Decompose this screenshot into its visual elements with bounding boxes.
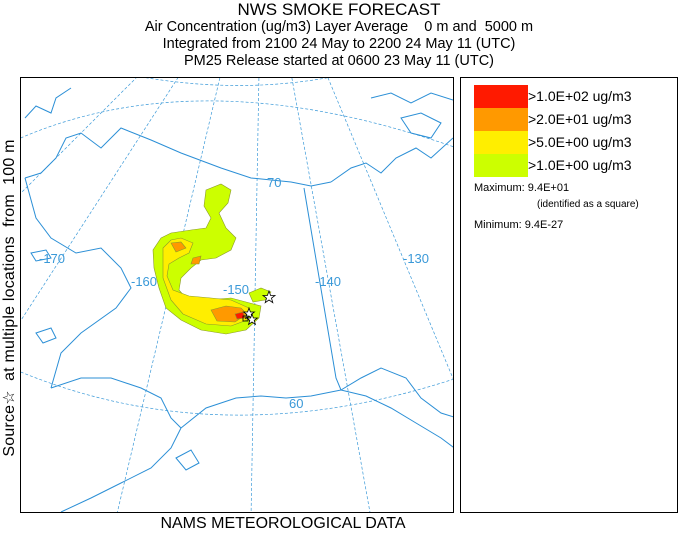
legend-swatch-5e0 — [474, 131, 528, 154]
subtitle-concentration: Air Concentration (ug/m3) Layer Average … — [144, 19, 534, 35]
lat-line-60 — [21, 371, 453, 416]
subtitle-release: PM25 Release started at 0600 23 May 11 (… — [183, 53, 494, 69]
lon-line-140 — [291, 78, 371, 512]
lon-label-130: -130 — [403, 251, 429, 266]
lon-label-160: -160 — [131, 274, 157, 289]
lat-label-70: 70 — [267, 175, 281, 190]
lat-label-60: 60 — [289, 396, 303, 411]
legend-label: >2.0E+01 ug/m3 — [528, 111, 632, 127]
plume-level-5e0 — [162, 237, 250, 327]
legend-label: >5.0E+00 ug/m3 — [528, 134, 632, 150]
alaska-peninsula — [60, 427, 182, 512]
plume-level-2e1-west — [170, 241, 187, 253]
alaska-canada-border — [303, 187, 342, 391]
chukotka-coast — [24, 87, 72, 119]
arctic-islands — [370, 92, 453, 104]
southeast-alaska-coast — [340, 367, 453, 418]
western-alaska-coast — [24, 177, 132, 389]
chart-title: NWS SMOKE FORECAST — [237, 0, 441, 19]
legend-panel: >1.0E+02 ug/m3 >2.0E+01 ug/m3 >5.0E+00 u… — [460, 77, 678, 513]
footer-label: NAMS METEOROLOGICAL DATA — [160, 515, 406, 532]
legend-item: >1.0E+02 ug/m3 — [474, 85, 674, 108]
lon-label-150: -150 — [223, 282, 249, 297]
banks-island — [400, 112, 442, 139]
lon-label-140: -140 — [315, 274, 341, 289]
smoke-plume — [152, 183, 272, 335]
legend-item: >1.0E+00 ug/m3 — [474, 154, 674, 177]
legend-swatch-2e1 — [474, 108, 528, 131]
legend-swatch-1e0 — [474, 154, 528, 177]
longitude-lines — [21, 78, 453, 512]
kodiak-island — [175, 449, 200, 471]
lat-line-70 — [21, 100, 453, 148]
bristol-bay-coast — [50, 377, 182, 429]
source-star-icon — [261, 289, 277, 304]
latitude-lines — [21, 78, 453, 416]
legend-label: >1.0E+02 ug/m3 — [528, 88, 632, 104]
alaska-map: -170 -160 -150 -140 -130 70 60 — [21, 78, 453, 512]
lat-line-80 — [146, 78, 328, 86]
plume-level-2e1-north — [190, 255, 202, 265]
legend-maximum-note: (identified as a square) — [537, 199, 639, 210]
legend-swatch-1e2 — [474, 85, 528, 108]
title-block: NWS SMOKE FORECAST Air Concentration (ug… — [0, 0, 678, 70]
lon-line-180 — [21, 78, 137, 194]
legend-item: >5.0E+00 ug/m3 — [474, 131, 674, 154]
lon-line-160 — [117, 78, 221, 512]
gulf-of-alaska-coast — [180, 389, 453, 448]
map-panel: -170 -160 -150 -140 -130 70 60 — [20, 77, 454, 513]
st-lawrence-island — [30, 249, 52, 262]
legend-item: >2.0E+01 ug/m3 — [474, 108, 674, 131]
source-side-label: Source☆ at multiple locations from 100 m — [1, 139, 18, 457]
coastlines — [24, 87, 453, 512]
maximum-square-marker — [242, 315, 249, 322]
source-star-icon — [242, 306, 256, 320]
subtitle-integration: Integrated from 2100 24 May to 2200 24 M… — [162, 36, 516, 52]
nunivak-island — [35, 327, 57, 344]
lon-line-130 — [327, 78, 453, 380]
lon-line-170 — [21, 78, 179, 321]
plume-level-1e2 — [234, 311, 246, 320]
alaska-north-coast — [24, 127, 332, 187]
canada-arctic-coast — [330, 137, 453, 183]
legend-label: >1.0E+00 ug/m3 — [528, 157, 632, 173]
legend-maximum: Maximum: 9.4E+01 — [474, 182, 570, 194]
lon-label-170: -170 — [39, 251, 65, 266]
legend-minimum: Minimum: 9.4E-27 — [474, 219, 564, 231]
